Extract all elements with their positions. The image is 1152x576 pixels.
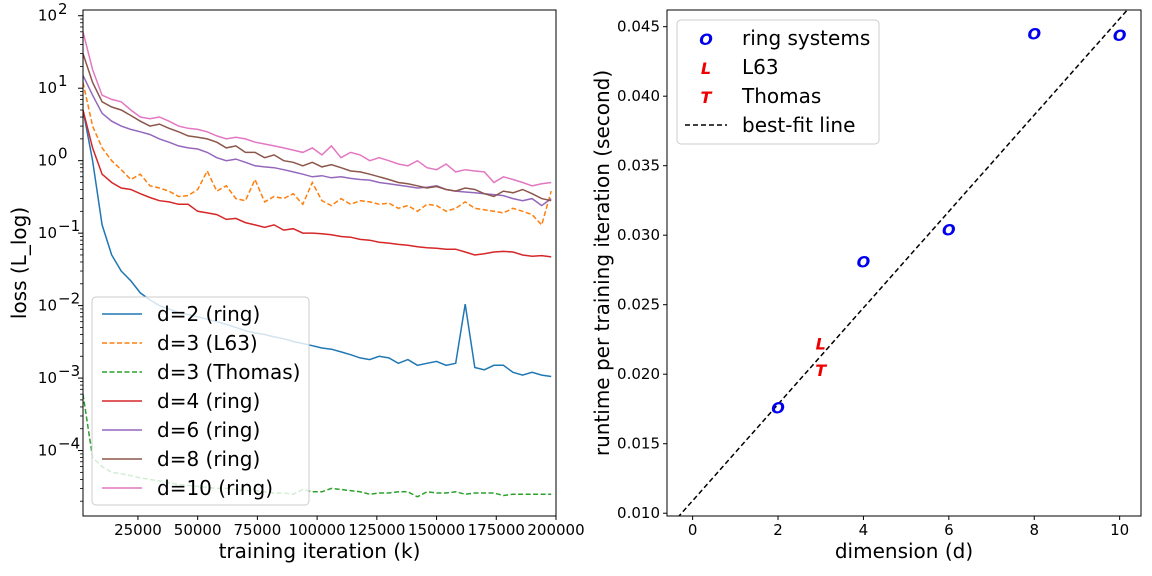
x-tick-label: 50000 [174, 521, 222, 539]
legend-label: d=4 (ring) [157, 389, 260, 413]
legend-label: d=3 (Thomas) [157, 360, 300, 384]
y-tick-base: 10 [38, 442, 57, 460]
legend-label: best-fit line [742, 113, 855, 137]
series-line-d-4-ring- [83, 109, 552, 258]
y-tick-exponent: 2 [58, 0, 68, 18]
y-tick-base: 10 [38, 224, 57, 242]
y-tick-label: 0.010 [617, 504, 660, 522]
point-marker-o: O [942, 221, 956, 240]
y-tick-base: 10 [38, 297, 57, 315]
x-tick-label: 125000 [348, 521, 405, 539]
y-tick-label: 0.045 [617, 18, 660, 36]
y-tick-label: 10 [38, 7, 57, 25]
y-tick-exponent: −1 [58, 217, 80, 235]
y-tick-label: 10 [38, 297, 57, 315]
plot-frame [666, 9, 1142, 517]
x-tick-label: 2 [773, 521, 783, 539]
x-tick-label: 6 [944, 521, 954, 539]
point-marker-o: O [1027, 25, 1041, 44]
legend-box [91, 296, 310, 506]
legend-label: d=6 (ring) [157, 418, 260, 442]
x-tick-label: 175000 [468, 521, 525, 539]
point-marker-o: O [771, 399, 785, 418]
y-tick-base: 10 [38, 7, 57, 25]
best-fit-line [678, 10, 1129, 516]
y-tick-base: 10 [38, 79, 57, 97]
x-tick-label: 150000 [408, 521, 465, 539]
y-tick-label: 0.020 [617, 365, 660, 383]
y-tick-exponent: −2 [58, 290, 80, 308]
y-tick-exponent: −4 [58, 435, 80, 453]
y-axis-label: runtime per training iteration (second) [590, 70, 614, 456]
point-marker-t: T [815, 361, 827, 380]
x-tick-label: 4 [859, 521, 869, 539]
legend: d=2 (ring) d=3 (L63) d=3 (Thomas) d=4 (ring… [91, 296, 310, 506]
series-line-d-3-l63- [83, 82, 552, 227]
legend-box [676, 19, 880, 145]
x-tick-label: 200000 [527, 521, 584, 539]
y-tick-exponent: 0 [58, 145, 68, 163]
y-tick-label: 0.025 [617, 296, 660, 314]
y-axis-label: loss (L_log) [7, 207, 31, 319]
y-tick-exponent: 1 [58, 72, 68, 90]
x-tick-label: 100000 [288, 521, 345, 539]
legend-label: L63 [742, 55, 779, 79]
legend-marker: T [701, 88, 713, 107]
y-tick-label: 0.030 [617, 226, 660, 244]
x-tick-label: 10 [1110, 521, 1129, 539]
y-tick-label: 10 [38, 224, 57, 242]
x-tick-label: 25000 [114, 521, 162, 539]
point-marker-l: L [816, 335, 826, 354]
y-tick-exponent: −3 [58, 362, 80, 380]
y-tick-label: 10 [38, 369, 57, 387]
y-tick-label: 10 [38, 79, 57, 97]
series-line-d-6-ring- [83, 75, 552, 207]
legend-marker: L [701, 59, 711, 78]
legend-label: Thomas [741, 84, 821, 108]
legend-label: ring systems [742, 26, 870, 50]
point-marker-o: O [857, 253, 871, 272]
legend-marker: O [699, 30, 713, 49]
y-tick-label: 10 [38, 152, 57, 170]
y-tick-label: 10 [38, 442, 57, 460]
loss-chart: 25000 50000 75000 100000 125000 150000 175000 2… [7, 0, 585, 563]
legend-label: d=10 (ring) [157, 476, 273, 500]
y-tick-label: 0.015 [617, 435, 660, 453]
y-tick-base: 10 [38, 152, 57, 170]
legend-label: d=2 (ring) [157, 302, 260, 326]
series-line-d-10-ring- [83, 31, 552, 187]
x-tick-label: 75000 [234, 521, 282, 539]
plot-frame [82, 9, 557, 517]
x-tick-label: 8 [1029, 521, 1039, 539]
legend-label: d=3 (L63) [157, 331, 258, 355]
point-marker-o: O [1113, 26, 1127, 45]
y-tick-label: 0.035 [617, 157, 660, 175]
y-tick-label: 0.040 [617, 87, 660, 105]
x-axis-label: dimension (d) [835, 539, 973, 563]
x-tick-label: 0 [688, 521, 698, 539]
y-tick-base: 10 [38, 369, 57, 387]
series-line-d-8-ring- [83, 53, 552, 202]
legend-label: d=8 (ring) [157, 447, 260, 471]
x-axis-label: training iteration (k) [219, 539, 421, 563]
